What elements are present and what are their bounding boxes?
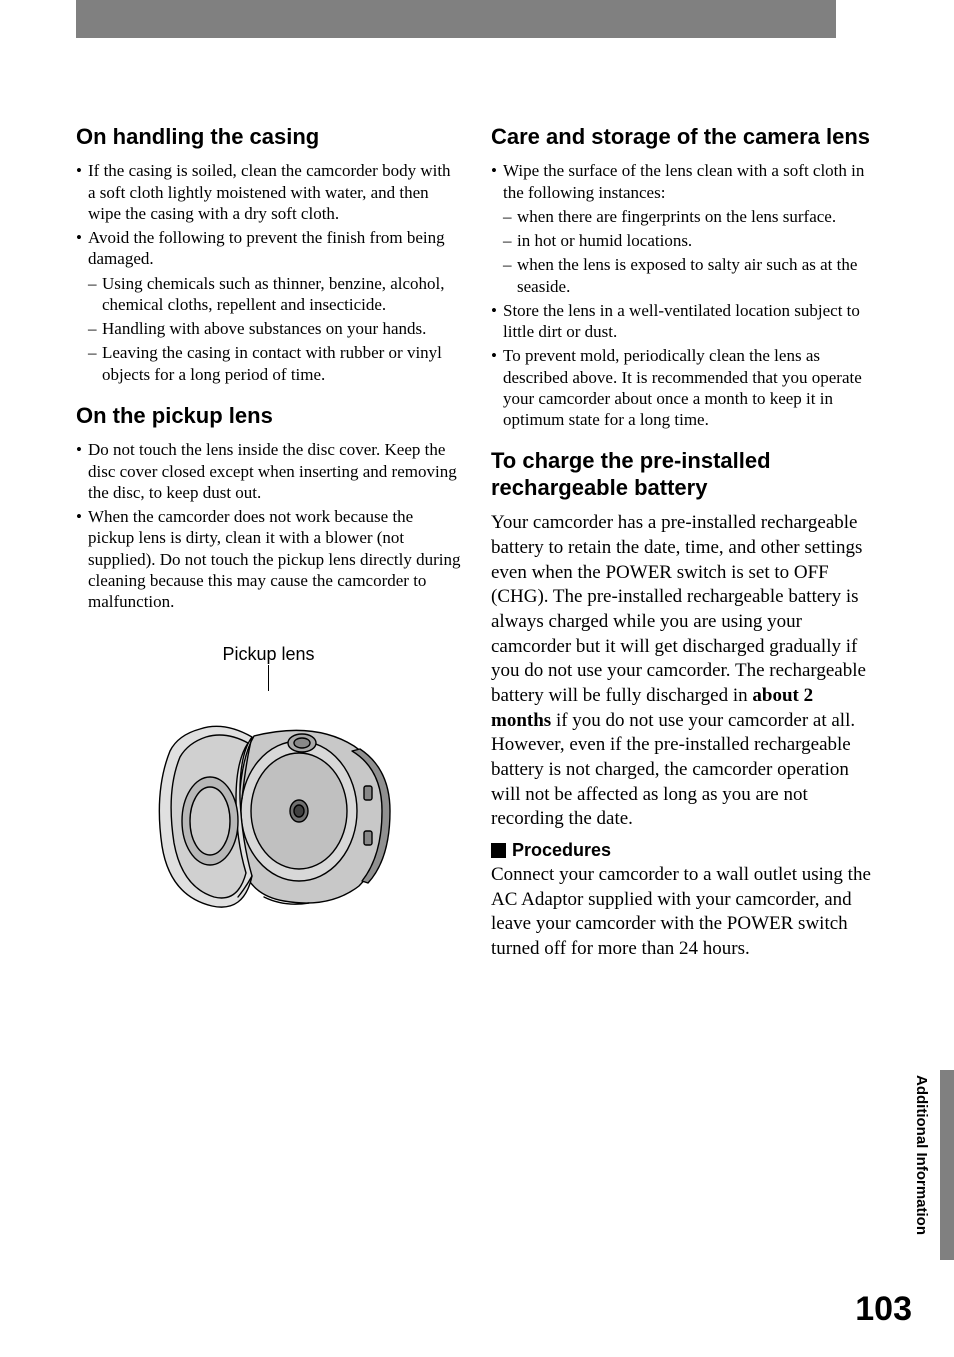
list-item: Do not touch the lens inside the disc co… [76,439,461,503]
list-item-text: Wipe the surface of the lens clean with … [503,161,864,201]
side-tab [940,1070,954,1260]
pickup-diagram: Pickup lens [76,630,461,921]
list-item: Avoid the following to prevent the finis… [76,227,461,385]
square-bullet-icon [491,843,506,858]
page-number: 103 [855,1290,912,1329]
list-item: in hot or humid locations. [503,230,876,251]
left-column: On handling the casing If the casing is … [76,124,461,970]
camcorder-illustration [134,691,404,921]
casing-sublist: Using chemicals such as thinner, benzine… [88,273,461,385]
heading-casing: On handling the casing [76,124,461,150]
list-item: If the casing is soiled, clean the camco… [76,160,461,224]
right-column: Care and storage of the camera lens Wipe… [491,124,876,970]
list-item: when there are fingerprints on the lens … [503,206,876,227]
page-content: On handling the casing If the casing is … [76,124,876,970]
list-item: Leaving the casing in contact with rubbe… [88,342,461,385]
list-item: Wipe the surface of the lens clean with … [491,160,876,297]
list-item: When the camcorder does not work because… [76,506,461,612]
list-item-text: Avoid the following to prevent the finis… [88,228,445,268]
list-item: Using chemicals such as thinner, benzine… [88,273,461,316]
heading-pickup: On the pickup lens [76,403,461,429]
pickup-lens-label: Pickup lens [222,644,314,665]
charge-paragraph: Your camcorder has a pre-installed recha… [491,511,876,832]
heading-care: Care and storage of the camera lens [491,124,876,150]
casing-list: If the casing is soiled, clean the camco… [76,160,461,385]
heading-charge: To charge the pre-installed rechargeable… [491,448,876,501]
list-item: To prevent mold, periodically clean the … [491,345,876,430]
leader-line [268,665,269,691]
care-list: Wipe the surface of the lens clean with … [491,160,876,430]
procedures-text: Connect your camcorder to a wall outlet … [491,863,876,962]
list-item: Handling with above substances on your h… [88,318,461,339]
procedures-label: Procedures [512,840,611,861]
list-item: when the lens is exposed to salty air su… [503,254,876,297]
procedures-heading: Procedures [491,840,876,861]
header-bar [76,0,836,38]
list-item: Store the lens in a well-ventilated loca… [491,300,876,343]
care-sublist: when there are fingerprints on the lens … [503,206,876,297]
charge-text-1: Your camcorder has a pre-installed recha… [491,512,866,706]
pickup-list: Do not touch the lens inside the disc co… [76,439,461,612]
side-section-label: Additional Information [913,1075,930,1235]
